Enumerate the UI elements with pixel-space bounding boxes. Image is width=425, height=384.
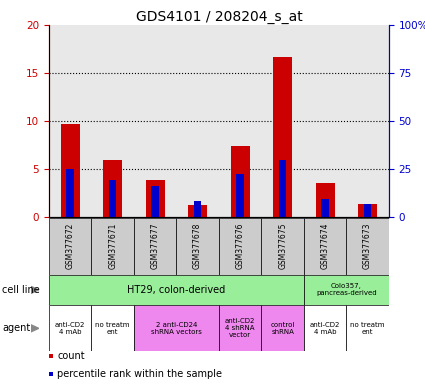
Bar xyxy=(60,124,79,217)
Bar xyxy=(230,146,249,217)
Bar xyxy=(304,275,389,305)
Text: count: count xyxy=(57,351,85,361)
Text: no treatm
ent: no treatm ent xyxy=(95,322,130,335)
Bar xyxy=(346,305,389,351)
Bar xyxy=(49,275,304,305)
Text: anti-CD2
4 shRNA
vector: anti-CD2 4 shRNA vector xyxy=(225,318,255,338)
Text: agent: agent xyxy=(2,323,30,333)
Bar xyxy=(176,218,219,275)
Bar xyxy=(346,218,389,275)
Text: anti-CD2
4 mAb: anti-CD2 4 mAb xyxy=(310,322,340,335)
Bar xyxy=(236,174,244,217)
Text: 2 anti-CD24
shRNA vectors: 2 anti-CD24 shRNA vectors xyxy=(151,322,202,335)
Title: GDS4101 / 208204_s_at: GDS4101 / 208204_s_at xyxy=(136,10,302,24)
Text: HT29, colon-derived: HT29, colon-derived xyxy=(127,285,226,295)
Bar xyxy=(261,305,304,351)
Text: GSM377675: GSM377675 xyxy=(278,223,287,270)
Bar xyxy=(134,305,219,351)
Bar xyxy=(219,218,261,275)
Bar xyxy=(261,218,304,275)
Bar xyxy=(91,305,134,351)
Text: control
shRNA: control shRNA xyxy=(270,322,295,335)
Bar xyxy=(66,169,74,217)
Bar xyxy=(273,56,292,217)
Text: GSM377673: GSM377673 xyxy=(363,223,372,270)
Bar xyxy=(279,161,286,217)
Bar xyxy=(219,305,261,351)
Bar xyxy=(151,186,159,217)
Bar xyxy=(188,205,207,217)
Bar xyxy=(321,199,329,217)
Polygon shape xyxy=(31,286,39,293)
Bar xyxy=(194,201,201,217)
Bar xyxy=(49,218,91,275)
Bar xyxy=(304,305,346,351)
Bar xyxy=(103,161,122,217)
Bar xyxy=(109,180,116,217)
Text: cell line: cell line xyxy=(2,285,40,295)
Text: GSM377672: GSM377672 xyxy=(65,223,75,269)
Text: percentile rank within the sample: percentile rank within the sample xyxy=(57,369,222,379)
Text: no treatm
ent: no treatm ent xyxy=(350,322,385,335)
Bar xyxy=(134,218,176,275)
Bar xyxy=(91,218,134,275)
Text: GSM377674: GSM377674 xyxy=(320,223,330,270)
Bar xyxy=(49,305,91,351)
Bar xyxy=(358,204,377,217)
Text: anti-CD2
4 mAb: anti-CD2 4 mAb xyxy=(55,322,85,335)
Text: GSM377671: GSM377671 xyxy=(108,223,117,269)
Bar xyxy=(315,184,334,217)
Text: Colo357,
pancreas-derived: Colo357, pancreas-derived xyxy=(316,283,377,296)
Bar xyxy=(145,180,164,217)
Polygon shape xyxy=(31,325,39,332)
Text: GSM377677: GSM377677 xyxy=(150,223,160,270)
Text: GSM377676: GSM377676 xyxy=(235,223,245,270)
Bar xyxy=(364,204,371,217)
Bar xyxy=(304,218,346,275)
Text: GSM377678: GSM377678 xyxy=(193,223,202,269)
